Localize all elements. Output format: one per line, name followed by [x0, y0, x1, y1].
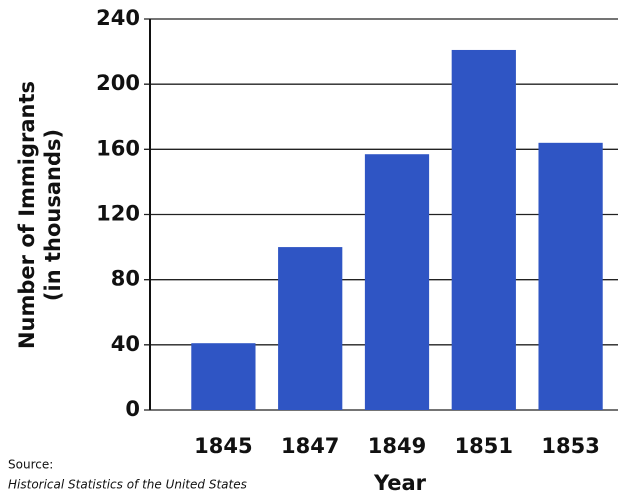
y-tick-label: 0	[125, 397, 140, 421]
x-tick-label: 1847	[281, 434, 339, 458]
y-tick-label: 40	[111, 332, 140, 356]
y-tick-label: 160	[96, 136, 140, 160]
x-tick-label: 1853	[541, 434, 599, 458]
x-tick-label: 1845	[194, 434, 252, 458]
bar	[538, 142, 603, 411]
y-tick-label: 200	[96, 71, 140, 95]
bar	[451, 49, 516, 411]
y-axis-title: Number of Immigrants	[15, 81, 39, 349]
bar	[278, 247, 343, 410]
y-tick-label: 80	[111, 267, 140, 291]
source-label: Source:	[8, 458, 53, 472]
y-tick-label: 240	[96, 6, 140, 30]
bar	[364, 154, 430, 410]
y-tick-label: 120	[96, 202, 140, 226]
x-axis-title: Year	[373, 471, 427, 495]
x-tick-label: 1849	[368, 434, 426, 458]
source-text: Historical Statistics of the United Stat…	[8, 478, 247, 492]
y-axis-title: (in thousands)	[41, 129, 65, 301]
bar	[191, 343, 256, 410]
x-tick-label: 1851	[455, 434, 513, 458]
